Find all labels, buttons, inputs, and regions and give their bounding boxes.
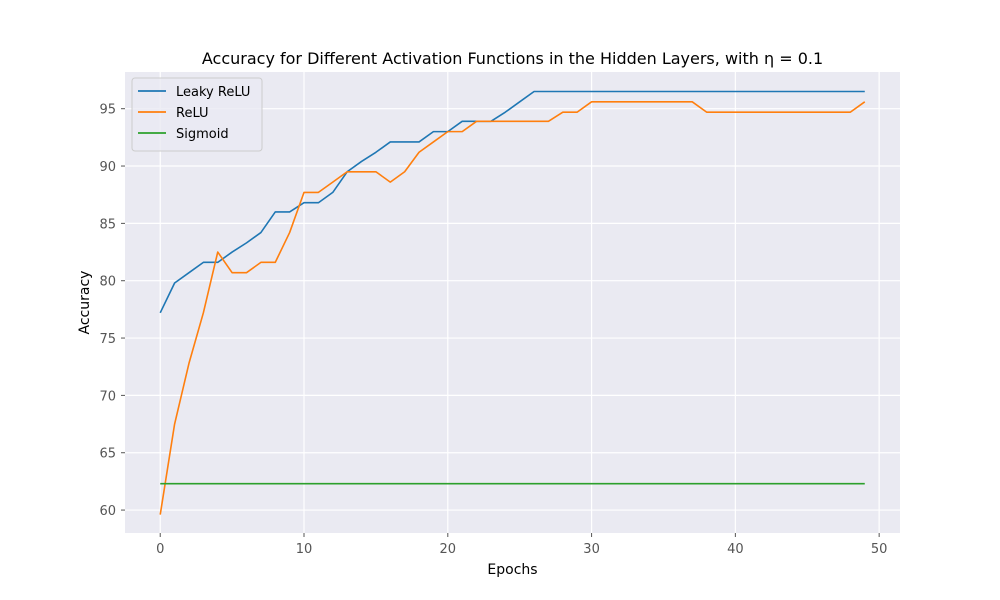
y-tick-label: 75 <box>99 332 116 347</box>
grid <box>125 72 900 533</box>
legend-label: Leaky ReLU <box>176 85 250 100</box>
y-tick-label: 80 <box>99 275 116 290</box>
y-tick-label: 60 <box>99 504 116 519</box>
series-line-relu <box>159 101 866 515</box>
legend-label: Sigmoid <box>176 127 229 142</box>
x-tick-label: 50 <box>871 542 888 557</box>
y-tick-label: 95 <box>99 103 116 118</box>
x-tick-label: 20 <box>440 542 457 557</box>
x-tick-label: 0 <box>156 542 164 557</box>
x-axis-label: Epochs <box>487 562 537 578</box>
x-tick-label: 30 <box>583 542 600 557</box>
x-tick-label: 40 <box>727 542 744 557</box>
legend: Leaky ReLU ReLU Sigmoid <box>131 77 263 152</box>
y-tick-label: 70 <box>99 389 116 404</box>
y-axis-label: Accuracy <box>77 271 93 335</box>
tick-labels: 0 10 20 30 40 50 60 65 70 75 80 85 90 95 <box>99 103 887 557</box>
y-tick-label: 85 <box>99 217 116 232</box>
y-tick-label: 65 <box>99 447 116 462</box>
legend-label: ReLU <box>176 106 209 121</box>
series-line-leaky-relu <box>159 90 865 314</box>
series-lines <box>159 90 866 515</box>
x-tick-label: 10 <box>296 542 313 557</box>
chart-title: Accuracy for Different Activation Functi… <box>202 49 823 68</box>
y-tick-label: 90 <box>99 160 116 175</box>
